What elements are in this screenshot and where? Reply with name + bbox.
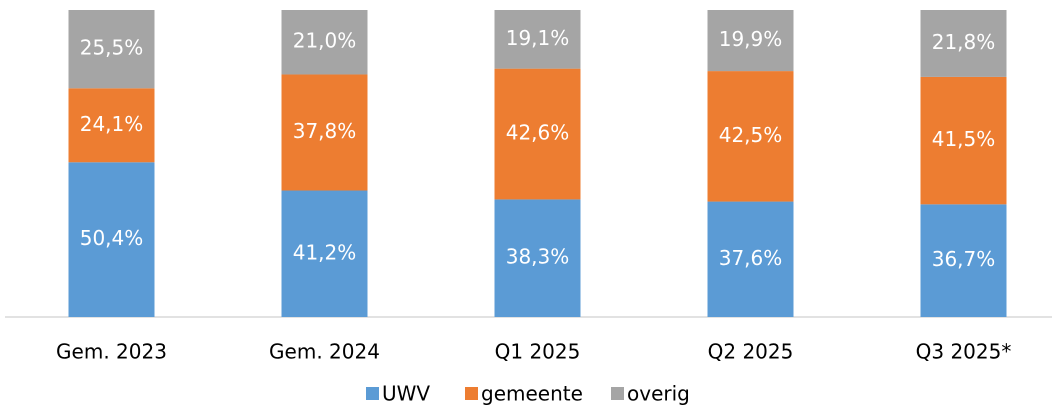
legend-swatch [366,387,379,400]
x-tick-label: Q3 2025* [916,340,1012,364]
data-label: 37,8% [293,119,357,143]
x-tick-label: Q2 2025 [708,340,794,364]
legend-label: UWV [382,382,430,406]
bar-segment [281,74,368,191]
bar-segment [920,10,1007,77]
data-label: 21,0% [293,29,357,53]
data-label: 37,6% [719,246,783,270]
legend-swatch [611,387,624,400]
bar-segment [707,71,794,202]
x-tick-label: Gem. 2024 [269,340,380,364]
bar-segment [68,10,155,89]
bar-segment [281,10,368,75]
data-label: 21,8% [932,30,996,54]
bar-segment [920,204,1007,317]
data-label: 19,1% [506,26,570,50]
bar-segment [68,162,155,317]
data-label: 19,9% [719,27,783,51]
bar-segment [707,201,794,317]
bar-segment [920,76,1007,205]
data-label: 50,4% [80,226,144,250]
data-label: 24,1% [80,112,144,136]
legend-label: overig [627,382,690,406]
bar-segment [281,190,368,317]
bar-segment [494,199,581,317]
data-label: 25,5% [80,36,144,60]
x-tick-label: Q1 2025 [495,340,581,364]
bar-segment [494,10,581,69]
x-tick-label: Gem. 2023 [56,340,167,364]
legend-label: gemeente [481,382,583,406]
data-label: 38,3% [506,245,570,269]
bar-segment [707,10,794,72]
data-label: 36,7% [932,247,996,271]
data-label: 42,5% [719,123,783,147]
bar-segment [494,68,581,200]
data-label: 41,2% [293,240,357,264]
legend-swatch [465,387,478,400]
data-label: 42,6% [506,121,570,145]
data-label: 41,5% [932,127,996,151]
bar-segment [68,88,155,163]
